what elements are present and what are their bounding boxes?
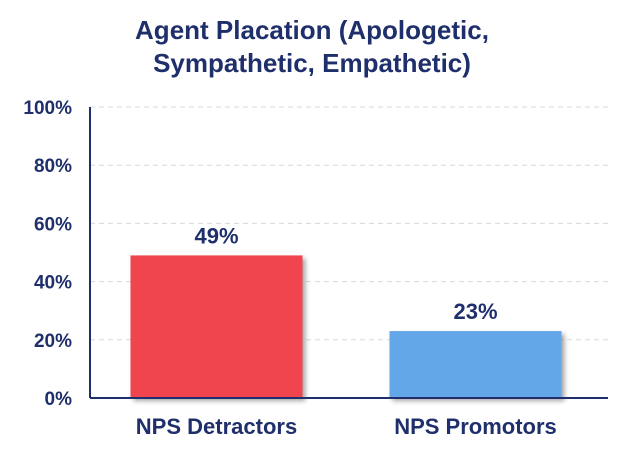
y-tick-label: 80% (34, 156, 72, 177)
axes (89, 107, 608, 399)
x-category-label: NPS Detractors (136, 414, 297, 439)
bar (130, 255, 303, 398)
y-tick-label: 60% (34, 214, 72, 235)
y-tick-label: 0% (45, 389, 73, 410)
labels: 0% 20% 40% 60% 80% 100% 49% NPS Detractors 23% NP… (23, 98, 556, 439)
data-label: 49% (194, 223, 238, 248)
x-category-label: NPS Promotors (394, 414, 557, 439)
data-label: 23% (453, 299, 497, 324)
chart-title-line-2: Sympathetic, Empathetic) (153, 48, 471, 78)
y-tick-label: 100% (23, 98, 72, 119)
chart-title: Agent Placation (Apologetic, Sympathetic… (0, 14, 624, 80)
bar (389, 331, 562, 398)
chart-title-line-1: Agent Placation (Apologetic, (135, 15, 489, 45)
y-tick-label: 20% (34, 331, 72, 352)
bars (130, 255, 562, 398)
y-tick-label: 40% (34, 273, 72, 294)
